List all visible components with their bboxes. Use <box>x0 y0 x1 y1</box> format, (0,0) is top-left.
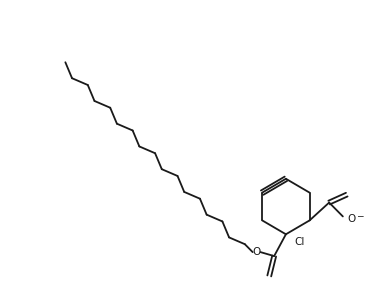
Text: Cl: Cl <box>295 237 305 247</box>
Text: O: O <box>253 247 261 257</box>
Text: O: O <box>348 214 356 225</box>
Text: −: − <box>356 211 363 220</box>
